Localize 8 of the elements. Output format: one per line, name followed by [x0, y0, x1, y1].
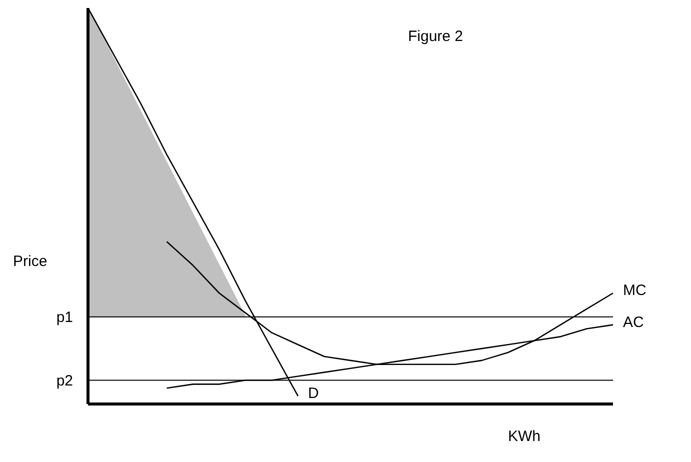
- x-axis-title: KWh: [508, 428, 541, 445]
- ref-line-label: p2: [56, 372, 73, 390]
- ref-line-label: p1: [56, 309, 73, 326]
- series-label: AC: [623, 314, 644, 331]
- y-axis-title: Price: [13, 253, 48, 270]
- series-label: D: [308, 385, 319, 402]
- text: Figure 2: [408, 28, 464, 45]
- series-label: MC: [623, 282, 646, 300]
